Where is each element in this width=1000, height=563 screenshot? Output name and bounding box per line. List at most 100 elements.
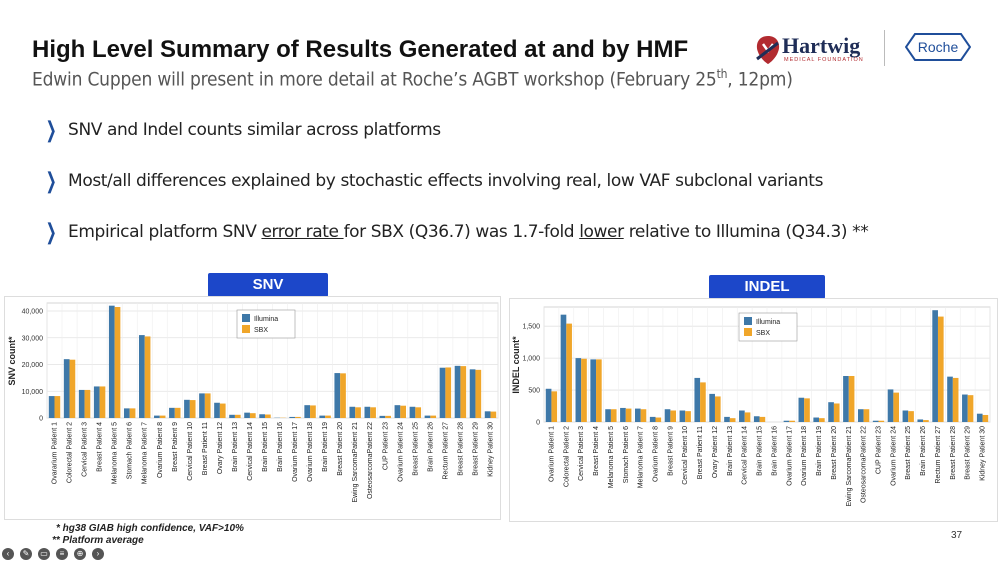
x-tick-label: Melanoma Patient 5	[112, 422, 119, 484]
x-tick-label: Kidney Patient 30	[487, 422, 494, 477]
bar-illumina	[753, 416, 760, 422]
x-tick-label: Ovarium Patient 1	[548, 426, 555, 482]
slide-subtitle: Edwin Cuppen will present in more detail…	[32, 67, 793, 90]
x-tick-label: CUP Patient 23	[382, 422, 389, 470]
bar-illumina	[694, 377, 701, 422]
bar-illumina	[649, 416, 656, 422]
bar-sbx	[908, 411, 914, 422]
legend-swatch	[242, 314, 250, 322]
bullet-3: ❯ Empirical platform SNV error rate for S…	[42, 220, 869, 245]
bar-sbx	[84, 389, 91, 418]
zoom-icon[interactable]: ⊕	[74, 548, 86, 560]
bar-illumina	[887, 389, 894, 422]
x-tick-label: Breast Patient 20	[337, 422, 344, 476]
bar-illumina	[259, 414, 265, 418]
pen-icon[interactable]: ✎	[20, 548, 32, 560]
chevron-right-icon: ❯	[45, 220, 57, 245]
bar-sbx	[819, 418, 825, 422]
x-tick-label: Brain Patient 26	[427, 422, 434, 472]
x-tick-label: Breast Patient 28	[457, 422, 464, 476]
y-tick-label: 1,500	[522, 324, 540, 331]
bar-illumina	[976, 413, 983, 422]
bar-sbx	[114, 307, 121, 418]
bar-sbx	[655, 417, 662, 422]
bar-illumina	[634, 408, 641, 422]
x-tick-label: Cervical Patient 10	[682, 426, 689, 485]
x-tick-label: Melanoma Patient 7	[638, 426, 645, 488]
bar-illumina	[620, 407, 626, 422]
bar-sbx	[878, 420, 885, 422]
bar-sbx	[310, 405, 316, 418]
bar-illumina	[364, 406, 371, 418]
x-tick-label: Brain Patient 13	[232, 422, 239, 472]
legend-swatch	[744, 328, 752, 336]
x-tick-label: Melanoma Patient 7	[142, 422, 149, 484]
legend: Illumina SBX	[738, 312, 798, 342]
x-tick-label: Brain Patient 19	[322, 422, 329, 472]
x-tick-label: Ovarium Patient 18	[307, 422, 314, 482]
bar-illumina	[469, 369, 476, 418]
y-tick-label: 0	[536, 420, 540, 427]
x-tick-label: Ovarium Patient 8	[157, 422, 164, 478]
bar-illumina	[828, 402, 834, 422]
forward-arrow-icon[interactable]: ›	[92, 548, 104, 560]
bar-illumina	[93, 386, 100, 418]
x-tick-label: Ovarium Patient 17	[786, 426, 793, 486]
x-tick-label: Ovary Patient 12	[217, 422, 224, 474]
slides-icon[interactable]: ▭	[38, 548, 50, 560]
x-tick-label: Ovarium Patient 24	[397, 422, 404, 482]
bar-sbx	[670, 410, 677, 422]
bar-sbx	[744, 412, 751, 422]
x-tick-label: Breast Patient 9	[667, 426, 674, 476]
x-tick-label: Ewing SarcomaPatient 21	[846, 426, 853, 507]
bar-sbx	[219, 403, 226, 418]
bar-sbx	[804, 398, 810, 422]
bar-sbx	[69, 359, 76, 418]
bar-sbx	[204, 393, 211, 418]
bar-sbx	[640, 409, 647, 422]
bar-sbx	[596, 359, 602, 422]
bar-sbx	[99, 386, 106, 418]
bar-illumina	[709, 393, 715, 422]
bar-illumina	[590, 359, 597, 422]
x-tick-label: Breast Patient 25	[412, 422, 419, 476]
legend-label: Illumina	[756, 319, 780, 326]
bar-sbx	[685, 411, 691, 422]
bar-sbx	[264, 414, 271, 418]
bar-sbx	[385, 415, 391, 418]
x-tick-label: Brain Patient 13	[727, 426, 734, 476]
bar-sbx	[460, 366, 467, 418]
bar-illumina	[664, 409, 671, 422]
bar-sbx	[129, 408, 136, 418]
bullet-3-text-c: relative to Illumina (Q34.3) **	[623, 222, 869, 242]
bar-illumina	[813, 417, 820, 422]
y-tick-label: 30,000	[22, 335, 44, 342]
bar-sbx	[54, 396, 61, 418]
bar-sbx	[581, 358, 587, 422]
x-tick-label: Brain Patient 15	[757, 426, 764, 476]
bar-illumina	[932, 310, 938, 422]
x-tick-label: Rectum Patient 27	[442, 422, 449, 480]
bar-illumina	[439, 367, 446, 418]
bullet-3-text-a: Empirical platform SNV	[68, 222, 262, 242]
bar-sbx	[700, 382, 706, 422]
hartwig-subtitle: MEDICAL FOUNDATION	[784, 57, 864, 63]
bar-illumina	[244, 412, 250, 418]
roche-logo: Roche	[904, 32, 972, 62]
x-tick-label: Breast Patient 11	[697, 426, 704, 479]
bar-sbx	[923, 420, 929, 422]
bar-illumina	[575, 358, 582, 422]
chevron-right-icon: ❯	[45, 118, 57, 143]
bar-illumina	[379, 415, 386, 418]
captions-icon[interactable]: ≡	[56, 548, 68, 560]
bar-illumina	[947, 376, 953, 422]
bullet-1: ❯ SNV and Indel counts similar across pla…	[42, 118, 442, 143]
bar-illumina	[679, 410, 686, 422]
back-arrow-icon[interactable]: ‹	[2, 548, 14, 560]
bar-sbx	[833, 403, 840, 422]
bar-illumina	[304, 405, 311, 418]
bar-illumina	[783, 420, 790, 422]
indel-badge: INDEL	[709, 275, 825, 299]
bar-sbx	[144, 336, 151, 418]
bar-illumina	[63, 359, 70, 418]
